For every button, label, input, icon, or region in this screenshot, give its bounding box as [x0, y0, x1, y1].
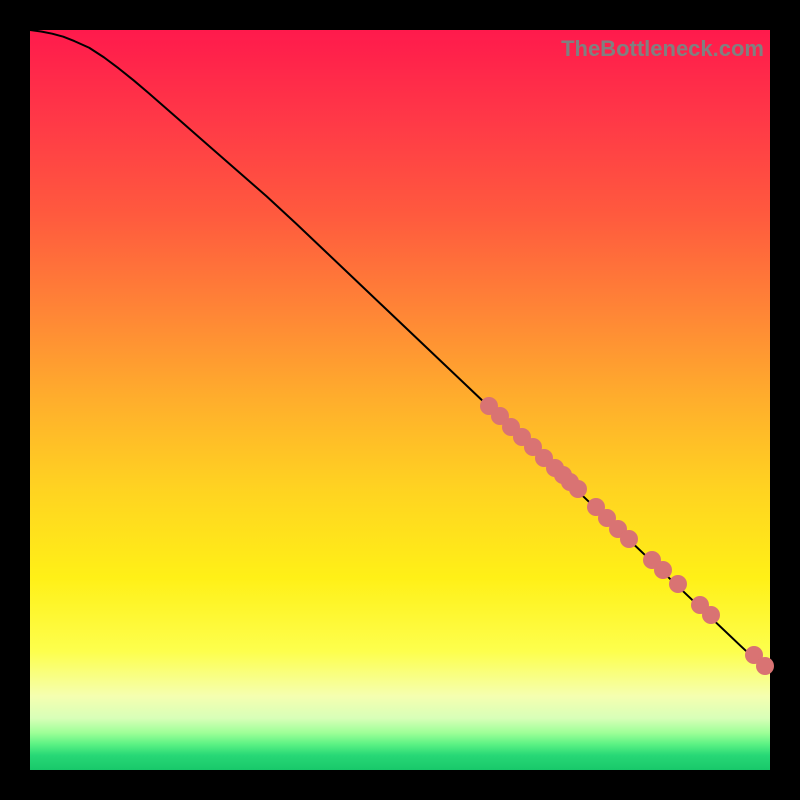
plot-area: TheBottleneck.com: [30, 30, 770, 770]
curve-line: [30, 30, 770, 770]
scatter-point: [587, 498, 605, 516]
scatter-point: [669, 575, 687, 593]
scatter-point: [643, 551, 661, 569]
scatter-point: [609, 520, 627, 538]
scatter-point: [491, 407, 509, 425]
chart-frame: TheBottleneck.com: [0, 0, 800, 800]
scatter-point: [702, 606, 720, 624]
scatter-point: [561, 473, 579, 491]
scatter-point: [756, 657, 774, 675]
scatter-point: [598, 509, 616, 527]
scatter-point: [513, 428, 531, 446]
scatter-point: [546, 459, 564, 477]
scatter-point: [535, 449, 553, 467]
scatter-point: [745, 646, 763, 664]
scatter-point: [569, 480, 587, 498]
watermark-label: TheBottleneck.com: [561, 36, 764, 62]
scatter-point: [620, 530, 638, 548]
scatter-point: [502, 418, 520, 436]
scatter-point: [654, 561, 672, 579]
scatter-point: [524, 438, 542, 456]
scatter-point: [554, 466, 572, 484]
scatter-point: [691, 596, 709, 614]
scatter-point: [480, 397, 498, 415]
